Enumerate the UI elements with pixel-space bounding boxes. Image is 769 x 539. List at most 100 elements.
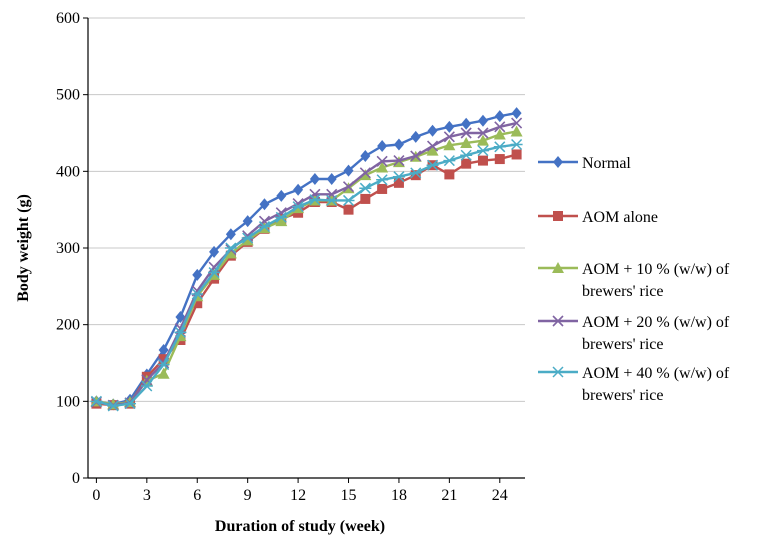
data-point	[293, 183, 304, 196]
data-point	[225, 228, 236, 241]
x-tick-label: 0	[92, 487, 100, 504]
data-point	[343, 164, 354, 177]
x-tick-label: 24	[492, 487, 508, 504]
data-point	[511, 149, 522, 160]
x-axis-ticks: 0 3 6 9 12 15 18 21 24	[92, 478, 508, 504]
data-point	[410, 130, 421, 143]
data-point	[377, 140, 388, 153]
data-point	[410, 150, 422, 162]
series-1	[91, 107, 522, 411]
data-point	[208, 267, 221, 279]
data-point	[275, 211, 288, 223]
series-line	[96, 143, 517, 408]
data-point	[444, 120, 455, 133]
legend-label: brewers' rice	[582, 283, 664, 300]
data-point	[461, 117, 472, 130]
y-tick-label: 600	[56, 10, 80, 27]
data-point	[124, 398, 137, 410]
legend-marker	[552, 315, 564, 327]
data-point	[409, 167, 422, 179]
x-axis-title: Duration of study (week)	[215, 518, 385, 535]
data-point	[393, 155, 405, 167]
data-point	[158, 354, 169, 365]
data-point	[276, 189, 287, 202]
data-point	[192, 268, 203, 281]
data-point	[376, 161, 389, 173]
legend-label: AOM + 20 % (w/w) of	[582, 314, 730, 331]
data-point	[208, 261, 220, 273]
data-point	[443, 131, 455, 143]
data-point	[326, 173, 337, 185]
data-point	[157, 359, 170, 371]
data-point	[393, 177, 404, 188]
data-point	[359, 167, 371, 179]
series-5	[90, 138, 523, 412]
data-point	[342, 194, 355, 206]
legend-entry-5: AOM + 40 % (w/w) of brewers' rice	[538, 365, 730, 404]
legend-marker	[553, 211, 563, 221]
y-tick-label: 0	[72, 470, 80, 487]
data-point	[444, 169, 455, 180]
data-point	[410, 170, 421, 181]
data-point	[309, 188, 321, 200]
data-point	[258, 221, 271, 233]
data-point	[241, 234, 254, 246]
data-point	[224, 247, 237, 259]
data-point	[157, 367, 170, 379]
x-tick-label: 9	[244, 487, 252, 504]
data-point	[477, 114, 488, 127]
legend-marker	[553, 156, 563, 168]
data-point	[242, 215, 253, 228]
legend-label: AOM + 10 % (w/w) of	[582, 261, 730, 278]
data-point	[460, 127, 472, 139]
data-point	[511, 117, 523, 129]
data-point	[377, 183, 388, 194]
data-point	[107, 400, 120, 412]
data-point	[376, 174, 389, 186]
data-point	[477, 155, 488, 166]
y-tick-label: 500	[56, 87, 80, 104]
legend-marker	[552, 262, 564, 273]
x-tick-label: 6	[193, 487, 201, 504]
legend-entry-2: AOM alone	[538, 209, 658, 226]
legend-label: brewers' rice	[582, 387, 664, 404]
data-point	[342, 181, 355, 193]
data-point	[192, 298, 203, 309]
data-point	[392, 171, 405, 183]
data-point	[224, 242, 237, 254]
legend-label: AOM + 40 % (w/w) of	[582, 365, 730, 382]
gridlines	[88, 17, 525, 402]
data-point	[360, 193, 371, 204]
data-point	[292, 201, 305, 213]
data-point	[476, 145, 489, 157]
data-point	[360, 150, 371, 162]
data-point	[259, 198, 270, 211]
x-tick-label: 15	[341, 487, 357, 504]
x-tick-label: 3	[143, 487, 151, 504]
data-point	[426, 140, 439, 152]
series-lines	[90, 107, 523, 412]
y-tick-label: 400	[56, 163, 80, 180]
data-point	[241, 232, 254, 244]
data-point	[325, 194, 338, 206]
x-tick-label: 21	[441, 487, 457, 504]
y-axis-title: Body weight (g)	[15, 194, 32, 302]
data-point	[443, 139, 456, 151]
data-point	[493, 141, 506, 153]
data-point	[426, 144, 439, 156]
data-point	[90, 395, 103, 407]
data-point	[494, 110, 505, 123]
data-point	[493, 128, 506, 140]
data-point	[427, 124, 438, 137]
data-point	[275, 215, 288, 227]
legend-label: Normal	[582, 155, 631, 172]
data-point	[343, 204, 354, 215]
legend: Normal AOM alone AOM + 10 % (w/w) of brewer…	[538, 155, 730, 404]
data-point	[510, 125, 523, 137]
data-point	[510, 138, 523, 151]
data-point	[494, 154, 505, 165]
legend-entry-1: Normal	[538, 155, 631, 172]
data-point	[359, 182, 372, 194]
data-point	[460, 149, 473, 161]
